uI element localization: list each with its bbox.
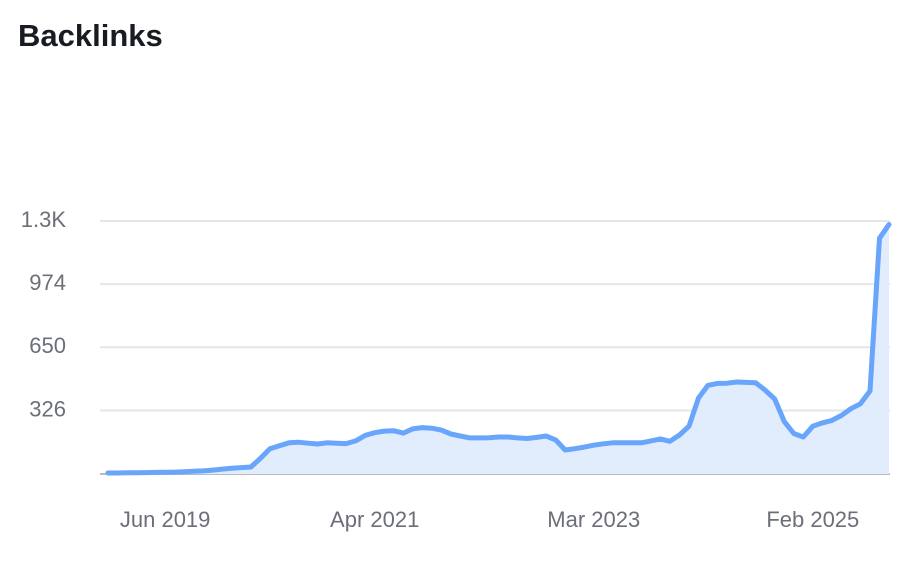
area-fill [108,224,889,474]
x-tick-label: Feb 2025 [766,507,859,532]
y-tick-label: 326 [29,396,66,421]
y-tick-label: 650 [29,333,66,358]
x-tick-label: Mar 2023 [547,507,640,532]
x-tick-label: Jun 2019 [120,507,211,532]
y-tick-label: 1.3K [21,207,67,232]
line [105,222,892,476]
chart-title: Backlinks [18,18,163,53]
y-tick-label: 974 [29,270,66,295]
x-tick-label: Apr 2021 [330,507,419,532]
